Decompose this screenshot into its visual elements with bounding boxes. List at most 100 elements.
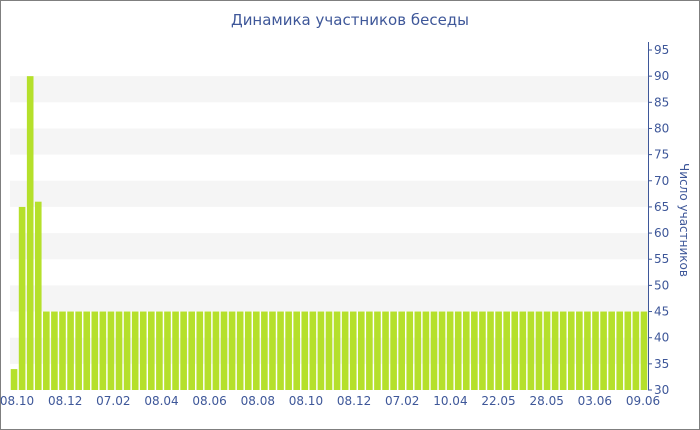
bar [204, 311, 212, 390]
bar [285, 311, 292, 390]
bar [236, 311, 244, 390]
bar [454, 311, 462, 390]
bar [567, 311, 575, 390]
x-tick-label: 08.10 [289, 394, 323, 408]
x-tick-label: 03.06 [578, 394, 612, 408]
bar [244, 311, 252, 390]
bar [382, 311, 389, 390]
bar [269, 311, 276, 390]
x-tick-label: 08.06 [192, 394, 226, 408]
bar [317, 311, 325, 390]
bar [632, 311, 640, 390]
bar [26, 76, 34, 391]
chart-title: Динамика участников беседы [230, 11, 470, 29]
bar [196, 311, 204, 390]
bar [487, 311, 494, 390]
y-tick-label: 55 [654, 252, 669, 266]
bar [107, 311, 115, 390]
y-tick-label: 75 [654, 148, 669, 162]
bar [10, 369, 18, 390]
bar [438, 311, 446, 390]
bar [139, 311, 147, 390]
y-tick-label: 95 [654, 43, 669, 57]
bar [357, 311, 365, 390]
y-tick-label: 70 [654, 174, 669, 188]
bar [43, 311, 50, 390]
bars [10, 76, 648, 391]
y-tick-label: 30 [654, 383, 669, 397]
y-tick-label: 35 [654, 357, 669, 371]
bar [414, 311, 422, 390]
x-tick-label: 08.04 [144, 394, 178, 408]
bar [471, 311, 478, 390]
bar [309, 311, 317, 390]
bar [543, 311, 551, 390]
x-tick-label: 08.08 [241, 394, 275, 408]
x-tick-label: 22.05 [481, 394, 515, 408]
bar [115, 311, 123, 390]
y-axis-title: Число участников [677, 163, 691, 277]
bar [220, 311, 228, 390]
bar [131, 311, 139, 390]
x-tick-label: 08.10 [0, 394, 34, 408]
grid-band [10, 76, 648, 103]
bar [430, 311, 438, 390]
y-tick-label: 80 [654, 121, 669, 135]
bar [446, 311, 454, 390]
y-tick-label: 65 [654, 200, 669, 214]
x-tick-label: 07.02 [385, 394, 419, 408]
bar [228, 311, 236, 390]
x-tick-label: 08.12 [337, 394, 371, 408]
bar [422, 311, 430, 390]
bar [535, 311, 543, 390]
bar [576, 311, 583, 390]
bar [156, 311, 163, 390]
bar [527, 311, 535, 390]
bar [511, 311, 519, 390]
bar [301, 311, 309, 390]
y-tick-label: 40 [654, 331, 669, 345]
bar [172, 311, 179, 390]
bar [261, 311, 268, 390]
bar [188, 311, 196, 390]
bar [51, 311, 58, 390]
bar [640, 311, 648, 390]
bar [341, 311, 349, 390]
y-tick-label: 90 [654, 69, 669, 83]
y-axis-ticks: 30 35 40 45 50 55 60 65 70 75 80 85 90 95 [648, 43, 669, 397]
bar [624, 311, 632, 390]
bar [495, 311, 502, 390]
x-tick-label: 09.06 [626, 394, 660, 408]
bar [374, 311, 381, 390]
bar [34, 201, 42, 390]
bar [293, 311, 301, 390]
bar [67, 311, 74, 390]
bar [503, 311, 510, 390]
bar [212, 311, 220, 390]
y-tick-label: 60 [654, 226, 669, 240]
bar [390, 311, 397, 390]
y-tick-label: 85 [654, 95, 669, 109]
bar [59, 311, 66, 390]
bar [559, 311, 567, 390]
bar [551, 311, 559, 390]
bar [398, 311, 405, 390]
bar [406, 311, 414, 390]
bar [83, 311, 91, 390]
bar [164, 311, 171, 390]
bar [608, 311, 615, 390]
bar [462, 311, 470, 390]
x-tick-label: 08.12 [48, 394, 82, 408]
x-tick-label: 28.05 [530, 394, 564, 408]
bar [148, 311, 155, 390]
bar [325, 311, 333, 390]
grid-band [10, 180, 648, 207]
bar [18, 206, 26, 390]
bar [349, 311, 357, 390]
bar [584, 311, 591, 390]
bar [99, 311, 107, 390]
bar [479, 311, 486, 390]
y-tick-label: 45 [654, 305, 669, 319]
grid-bands [10, 76, 648, 364]
